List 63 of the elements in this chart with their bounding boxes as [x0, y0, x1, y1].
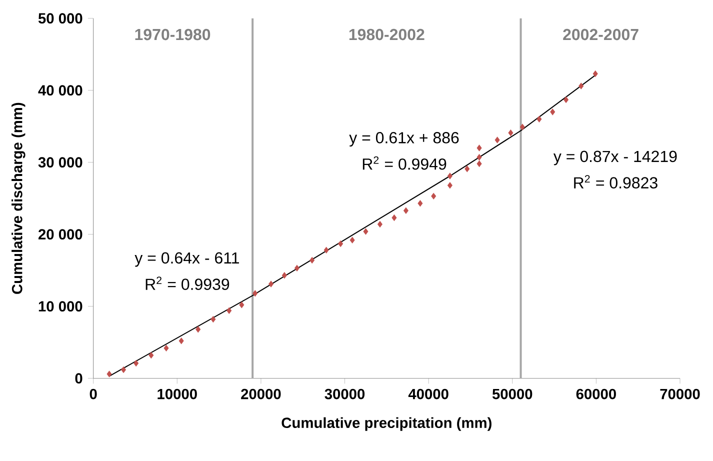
- annotation: R$^{2}$ = 0.9939: [146, 276, 230, 290]
- x-tick-label: 30000: [324, 388, 365, 400]
- point: [148, 352, 154, 358]
- x-tick-label: 40000: [408, 388, 448, 400]
- point: [550, 108, 556, 116]
- point: [476, 160, 482, 167]
- point: [134, 360, 139, 366]
- point: [392, 214, 397, 221]
- x-tick-label: 60000: [576, 388, 616, 400]
- point: [377, 221, 382, 228]
- point: [464, 166, 470, 172]
- point: [564, 96, 568, 103]
- point: [592, 70, 598, 77]
- point: [536, 116, 542, 122]
- point: [403, 207, 408, 214]
- annotation: 1980-2002: [349, 28, 424, 40]
- point: [520, 124, 525, 130]
- x-tick-label: 20000: [241, 388, 281, 400]
- point: [447, 182, 452, 189]
- point: [350, 236, 355, 244]
- point: [282, 272, 287, 279]
- x-tick-label: 70000: [660, 388, 700, 400]
- point: [239, 302, 244, 308]
- point: [210, 316, 216, 322]
- point: [494, 136, 500, 144]
- point: [431, 192, 436, 200]
- annotation: y = 0.61x + 886: [349, 132, 459, 147]
- annotation: y = 0.64x - 611: [134, 252, 239, 267]
- x-tick-label: 10000: [158, 388, 197, 400]
- point: [226, 307, 232, 314]
- x-axis-title: Cumulative precipitation (mm): [282, 417, 492, 431]
- point: [338, 240, 344, 247]
- point: [447, 172, 452, 180]
- y-tick-label: 0: [75, 373, 82, 384]
- annotation: y = 0.87x - 14219: [553, 150, 677, 166]
- point: [196, 326, 201, 333]
- y-axis-title: Cumulative discharge (mm): [12, 102, 26, 294]
- point: [363, 228, 368, 235]
- point: [106, 370, 112, 378]
- y-tick-label: 30 000: [38, 157, 82, 168]
- point: [178, 338, 184, 344]
- point: [252, 290, 258, 297]
- annotation: R$^{2}$ = 0.9823: [574, 175, 658, 188]
- point: [121, 366, 126, 373]
- annotation: 2002-2007: [563, 28, 638, 40]
- point: [324, 246, 329, 254]
- point: [476, 144, 482, 152]
- y-tick-label: 10 000: [38, 301, 82, 312]
- point: [164, 344, 169, 352]
- point: [294, 264, 300, 272]
- y-tick-label: 50 000: [38, 13, 82, 24]
- y-tick-label: 40 000: [38, 85, 82, 96]
- annotation: R$^{2}$ = 0.9949: [362, 156, 446, 170]
- point: [268, 280, 274, 288]
- point: [508, 130, 514, 136]
- x-tick-label: 50000: [492, 388, 532, 400]
- annotation: 1970-1980: [135, 28, 210, 40]
- point: [578, 82, 584, 90]
- y-tick-label: 20 000: [38, 229, 82, 240]
- point: [476, 154, 482, 160]
- x-tick-label: 0: [90, 388, 97, 400]
- point: [418, 200, 423, 207]
- point: [310, 257, 315, 264]
